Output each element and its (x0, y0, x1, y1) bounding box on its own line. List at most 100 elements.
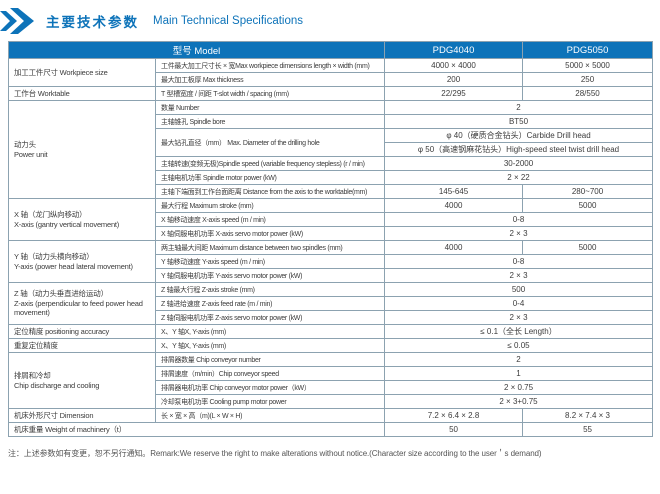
table-row: 最大钻孔直径（mm） Max. Diameter of the drilling… (9, 128, 654, 157)
spec-cell: 排屑器数量 Chip conveyor number (154, 352, 386, 367)
value-cell: φ 40（硬质合金钻头）Carbide Drill head (384, 128, 654, 143)
table-row: Y 轴（动力头横向移动） Y-axis (power head lateral … (8, 240, 654, 283)
value-cell: 250 (522, 72, 654, 87)
table-row: 主轴下端面到工作台面距离 Distance from the axis to t… (9, 184, 654, 199)
spec-cell: T 型槽宽度 / 间距 T-slot width / spacing (mm) (154, 86, 386, 101)
table-row: 排屑和冷却 Chip discharge and cooling 排屑器数量 Ch… (8, 352, 654, 409)
spec-cell: 主轴下端面到工作台面距离 Distance from the axis to t… (154, 184, 386, 199)
title-zh: 主要技术参数 (46, 15, 139, 30)
spec-cell: X、Y 轴X, Y-axis (mm) (154, 324, 386, 339)
value-cell: 50 (384, 422, 524, 437)
model-column-pdg5050: PDG5050 (522, 41, 654, 59)
table-row: X 轴移动速度 X-axis speed (m / min) 0-8 (9, 212, 654, 227)
spec-cell: Z 轴进给速度 Z-axis feed rate (m / min) (154, 296, 386, 311)
category-cell: 排屑和冷却 Chip discharge and cooling (8, 352, 156, 409)
value-cell: 200 (384, 72, 524, 87)
footnote: 注：上述参数如有变更，恕不另行通知。Remark:We reserve the … (8, 449, 542, 458)
category-cell: Z 轴（动力头垂直进给运动） Z-axis (perpendicular to … (8, 282, 156, 325)
title-en: Main Technical Specifications (153, 15, 304, 27)
value-cell: 4000 × 4000 (384, 58, 524, 73)
value-cell: 145-645 (384, 184, 524, 199)
value-cell: φ 50（高速钢麻花钻头）High-speed steel twist dril… (384, 142, 654, 157)
value-cell: 22/295 (384, 86, 524, 101)
category-cell: 机床重量 Weight of machinery（t） (7, 422, 386, 437)
value-cell: 30-2000 (384, 156, 654, 171)
value-cell: 0-8 (384, 254, 654, 269)
spec-cell: 最大钻孔直径（mm） Max. Diameter of the drilling… (154, 128, 386, 157)
spec-table-body: 加工工件尺寸 Workpiece size 工件最大加工尺寸长 × 宽Max wo… (7, 58, 654, 437)
table-row: 机床外形尺寸 Dimension 长 × 宽 × 高（m)(L × W × H) 7… (8, 408, 654, 423)
value-cell: 2 × 3+0.75 (384, 394, 654, 409)
value-cell: 5000 (522, 240, 654, 255)
table-row: 排屑速度（m/min）Chip conveyor speed 1 (9, 366, 654, 381)
value-cell: 2 × 0.75 (384, 380, 654, 395)
spec-cell: 主轴电机功率 Spindle motor power (kW) (154, 170, 386, 185)
value-cell: 2 × 3 (384, 310, 654, 325)
spec-cell: 最大加工板厚 Max thickness (154, 72, 386, 87)
table-row: 排屑器电机功率 Chip conveyor motor power（kW） 2 ×… (9, 380, 654, 395)
spec-cell: 数量 Number (154, 100, 386, 115)
value-cell: 8.2 × 7.4 × 3 (522, 408, 654, 423)
table-row: X 轴（龙门纵向移动） X-axis (gantry vertical move… (8, 198, 654, 241)
spec-cell: 长 × 宽 × 高（m)(L × W × H) (154, 408, 386, 423)
table-row: 主轴锥孔 Spindle bore BT50 (9, 114, 654, 129)
spec-cell: X、Y 轴X, Y-axis (mm) (154, 338, 386, 353)
value-cell: 2 (384, 352, 654, 367)
value-cell: 2 × 3 (384, 226, 654, 241)
double-chevron-right-icon (0, 8, 34, 34)
category-cell: 动力头 Power unit (8, 100, 156, 199)
value-cell: 1 (384, 366, 654, 381)
model-header-cell: 型号 Model (7, 41, 386, 59)
table-row: 加工工件尺寸 Workpiece size 工件最大加工尺寸长 × 宽Max wo… (8, 58, 654, 87)
spec-cell: X 轴伺服电机功率 X-axis servo motor power (kW) (154, 226, 386, 241)
value-cell: 28/550 (522, 86, 654, 101)
table-row: 工作台 Worktable T 型槽宽度 / 间距 T-slot width / … (8, 86, 654, 101)
value-cell: 2 (384, 100, 654, 115)
value-cell: 500 (384, 282, 654, 297)
spec-cell: Z 轴伺服电机功率 Z-axis servo motor power (kW) (154, 310, 386, 325)
spec-cell: 两主轴最大间距 Maximum distance between two spi… (154, 240, 386, 255)
table-row: Z 轴进给速度 Z-axis feed rate (m / min) 0-4 (9, 296, 654, 311)
value-cell: 5000 (522, 198, 654, 213)
spec-cell: 最大行程 Maximum stroke (mm) (154, 198, 386, 213)
spec-cell: Z 轴最大行程 Z-axis stroke (mm) (154, 282, 386, 297)
table-row: 动力头 Power unit 数量 Number 2 (8, 100, 654, 199)
spec-cell: 排屑器电机功率 Chip conveyor motor power（kW） (154, 380, 386, 395)
spec-cell: Y 轴伺服电机功率 Y-axis servo motor power (kW) (154, 268, 386, 283)
spec-cell: Y 轴移动速度 Y-axis speed (m / min) (154, 254, 386, 269)
value-cell: 280~700 (522, 184, 654, 199)
spec-cell: 排屑速度（m/min）Chip conveyor speed (154, 366, 386, 381)
table-row: Z 轴（动力头垂直进给运动） Z-axis (perpendicular to … (8, 282, 654, 325)
value-cell: 2 × 3 (384, 268, 654, 283)
value-cell: 7.2 × 6.4 × 2.8 (384, 408, 524, 423)
value-cell: ≤ 0.05 (384, 338, 654, 353)
value-cell: 4000 (384, 240, 524, 255)
category-cell: 加工工件尺寸 Workpiece size (8, 58, 156, 87)
table-row: 定位精度 positioning accuracy X、Y 轴X, Y-axis … (8, 324, 654, 339)
value-cell: 2 × 22 (384, 170, 654, 185)
table-row: 主轴转速(变频无极)Spindle speed (variable freque… (9, 156, 654, 171)
value-cell: 55 (522, 422, 654, 437)
table-row: 重复定位精度 X、Y 轴X, Y-axis (mm) ≤ 0.05 (8, 338, 654, 353)
table-header-row: 型号 Model PDG4040 PDG5050 (7, 41, 654, 59)
spec-cell: 主轴转速(变频无极)Spindle speed (variable freque… (154, 156, 386, 171)
category-cell: X 轴（龙门纵向移动） X-axis (gantry vertical move… (8, 198, 156, 241)
value-cell: ≤ 0.1（全长 Length） (384, 324, 654, 339)
category-cell: 重复定位精度 (8, 338, 156, 353)
category-cell: Y 轴（动力头横向移动） Y-axis (power head lateral … (8, 240, 156, 283)
value-cell: 5000 × 5000 (522, 58, 654, 73)
category-cell: 机床外形尺寸 Dimension (8, 408, 156, 423)
spec-cell: 工件最大加工尺寸长 × 宽Max workpiece dimensions le… (154, 58, 386, 73)
table-row: Y 轴伺服电机功率 Y-axis servo motor power (kW) 2… (9, 268, 654, 283)
table-row: Y 轴移动速度 Y-axis speed (m / min) 0-8 (9, 254, 654, 269)
table-row: Z 轴伺服电机功率 Z-axis servo motor power (kW) 2… (9, 310, 654, 325)
spec-cell: 冷却泵电机功率 Cooling pump motor power (154, 394, 386, 409)
spec-cell: X 轴移动速度 X-axis speed (m / min) (154, 212, 386, 227)
category-cell: 定位精度 positioning accuracy (8, 324, 156, 339)
value-cell: BT50 (384, 114, 654, 129)
spec-cell: 主轴锥孔 Spindle bore (154, 114, 386, 129)
table-row: X 轴伺服电机功率 X-axis servo motor power (kW) 2… (9, 226, 654, 241)
value-cell: 0-8 (384, 212, 654, 227)
page-title: 主要技术参数 Main Technical Specifications (0, 0, 660, 41)
